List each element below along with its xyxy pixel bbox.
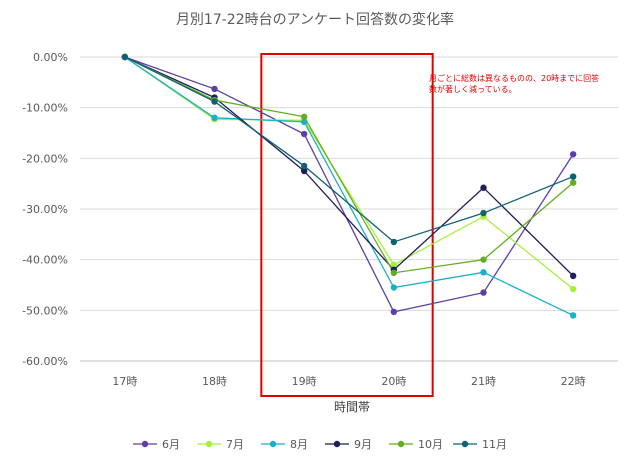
series-line (124, 56, 574, 313)
data-point (390, 284, 398, 291)
x-tick-label: 22時 (561, 375, 586, 388)
data-point (300, 113, 308, 120)
data-point (569, 272, 577, 280)
annotation-text: 数が著しく減っている。 (429, 84, 517, 94)
x-tick-label: 19時 (292, 375, 317, 388)
legend-marker (333, 440, 341, 448)
annotation-text: 月ごとに総数は異なるものの、20時までに回答 (429, 73, 599, 83)
legend-marker (141, 440, 149, 448)
data-point (569, 179, 577, 186)
y-tick-label: -30.00% (22, 203, 68, 216)
legend-label: 10月 (418, 438, 443, 451)
series-group (121, 53, 577, 319)
data-point (390, 238, 398, 246)
legend-label: 7月 (226, 438, 244, 451)
data-point (211, 114, 218, 122)
data-point (300, 130, 308, 138)
data-point (390, 261, 398, 268)
series-line (124, 56, 574, 274)
data-point (569, 312, 577, 319)
x-tick-label: 21時 (471, 375, 496, 388)
legend-label: 11月 (482, 438, 507, 451)
data-point (300, 118, 308, 126)
data-point (480, 289, 487, 296)
y-tick-label: -20.00% (22, 152, 68, 165)
data-point (211, 98, 218, 105)
gridlines (80, 56, 618, 362)
legend-label: 6月 (162, 438, 180, 451)
x-axis-label: 時間帯 (334, 400, 370, 414)
data-point (300, 162, 308, 170)
data-point (569, 285, 577, 293)
data-point (211, 85, 218, 93)
y-tick-label: -50.00% (22, 304, 68, 317)
data-point (480, 269, 487, 276)
legend-label: 8月 (290, 438, 308, 451)
data-point (480, 256, 487, 263)
x-tick-label: 18時 (202, 375, 227, 388)
legend-marker (461, 440, 469, 448)
x-tick-label: 20時 (381, 375, 406, 388)
series-line (124, 56, 574, 243)
legend-marker (397, 440, 405, 448)
series-line (124, 56, 574, 290)
x-axis: 17時 18時 19時 20時 21時 22時 (112, 375, 585, 388)
chart-title: 月別17-22時台のアンケート回答数の変化率 (176, 11, 454, 28)
data-point (300, 167, 308, 175)
data-point (390, 269, 398, 277)
legend-marker (205, 440, 213, 448)
data-point (121, 53, 129, 61)
data-point (480, 184, 487, 191)
x-tick-label: 17時 (112, 375, 137, 388)
y-tick-label: -60.00% (22, 355, 68, 368)
data-point (390, 308, 398, 316)
data-point (569, 173, 577, 180)
highlight-rect (260, 53, 434, 397)
legend-marker (269, 440, 277, 448)
series-line (124, 56, 574, 277)
series-line (124, 56, 574, 316)
y-tick-label: 0.00% (33, 51, 68, 64)
legend-label: 9月 (354, 438, 372, 451)
data-point (569, 151, 577, 158)
y-tick-label: -10.00% (22, 102, 68, 115)
y-axis: 0.00% -10.00% -20.00% -30.00% -40.00% -50.00%… (22, 51, 68, 368)
data-point (480, 209, 487, 217)
legend: 6月 7月 8月 9月 10月 11月 (133, 438, 507, 451)
y-tick-label: -40.00% (22, 254, 68, 267)
highlight-box (260, 53, 434, 397)
